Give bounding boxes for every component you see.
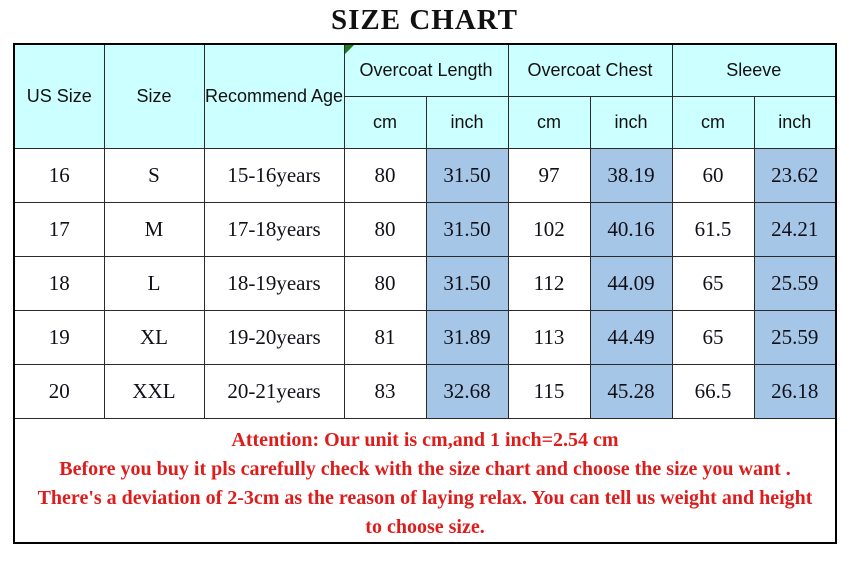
cell-corner-marker xyxy=(345,45,354,54)
col-header-size: Size xyxy=(103,43,205,149)
cell-sleeve-inch: 26.18 xyxy=(753,363,837,419)
cell-length-cm: 80 xyxy=(343,201,427,257)
cell-chest-cm: 102 xyxy=(507,201,591,257)
cell-us-size: 17 xyxy=(13,201,105,257)
cell-sleeve-cm: 65 xyxy=(671,309,755,365)
cell-sleeve-cm: 61.5 xyxy=(671,201,755,257)
cell-chest-inch: 38.19 xyxy=(589,147,673,203)
cell-age: 17-18years xyxy=(203,201,345,257)
cell-us-size: 16 xyxy=(13,147,105,203)
cell-sleeve-inch: 25.59 xyxy=(753,309,837,365)
cell-age: 18-19years xyxy=(203,255,345,311)
cell-length-cm: 80 xyxy=(343,147,427,203)
cell-chest-cm: 112 xyxy=(507,255,591,311)
cell-sleeve-inch: 25.59 xyxy=(753,255,837,311)
page-title: SIZE CHART xyxy=(330,4,519,36)
cell-length-inch: 31.50 xyxy=(425,255,509,311)
cell-length-inch: 31.50 xyxy=(425,201,509,257)
cell-chest-cm: 97 xyxy=(507,147,591,203)
table-row-size-xxl: 20 XXL 20-21years 83 32.68 115 45.28 66.… xyxy=(13,363,837,419)
cell-chest-inch: 44.49 xyxy=(589,309,673,365)
cell-us-size: 20 xyxy=(13,363,105,419)
cell-length-inch: 31.89 xyxy=(425,309,509,365)
unit-header-sleeve-inch: inch xyxy=(753,95,837,149)
cell-length-cm: 81 xyxy=(343,309,427,365)
attention-row: Attention: Our unit is cm,and 1 inch=2.5… xyxy=(13,417,837,543)
cell-length-inch: 32.68 xyxy=(425,363,509,419)
cell-chest-cm: 115 xyxy=(507,363,591,419)
cell-age: 15-16years xyxy=(203,147,345,203)
cell-chest-cm: 113 xyxy=(507,309,591,365)
cell-us-size: 18 xyxy=(13,255,105,311)
col-header-us-size: US Size xyxy=(13,43,105,149)
header-row-groups: US Size Size Recommend Age Overcoat Leng… xyxy=(13,43,837,149)
cell-chest-inch: 40.16 xyxy=(589,201,673,257)
cell-size: M xyxy=(103,201,205,257)
col-header-overcoat-length-label: Overcoat Length xyxy=(359,59,493,80)
attention-line-2: Before you buy it pls carefully check wi… xyxy=(59,457,791,480)
header-row-units: cm inch cm inch cm inch xyxy=(14,95,837,149)
col-header-overcoat-chest: Overcoat Chest xyxy=(507,43,673,97)
cell-age: 19-20years xyxy=(203,309,345,365)
cell-sleeve-cm: 60 xyxy=(671,147,755,203)
cell-age: 20-21years xyxy=(203,363,345,419)
cell-chest-inch: 44.09 xyxy=(589,255,673,311)
cell-sleeve-cm: 65 xyxy=(671,255,755,311)
unit-header-sleeve-cm: cm xyxy=(671,95,755,149)
table-row-size-xl: 19 XL 19-20years 81 31.89 113 44.49 65 2… xyxy=(13,309,837,365)
col-header-recommend-age: Recommend Age xyxy=(203,43,345,149)
table-row-size-s: 16 S 15-16years 80 31.50 97 38.19 60 23.… xyxy=(13,147,837,203)
unit-header-length-inch: inch xyxy=(425,95,509,149)
cell-size: XL xyxy=(103,309,205,365)
cell-us-size: 19 xyxy=(13,309,105,365)
attention-line-3: There's a deviation of 2-3cm as the reas… xyxy=(37,486,813,509)
col-header-sleeve: Sleeve xyxy=(671,43,837,97)
cell-sleeve-inch: 23.62 xyxy=(753,147,837,203)
cell-size: S xyxy=(103,147,205,203)
cell-length-inch: 31.50 xyxy=(425,147,509,203)
attention-section: Attention: Our unit is cm,and 1 inch=2.5… xyxy=(13,417,837,543)
col-header-overcoat-length: Overcoat Length xyxy=(343,43,509,97)
unit-header-chest-inch: inch xyxy=(589,95,673,149)
cell-sleeve-cm: 66.5 xyxy=(671,363,755,419)
cell-length-cm: 80 xyxy=(343,255,427,311)
attention-line-4: to choose size. xyxy=(365,515,485,538)
unit-header-length-cm: cm xyxy=(343,95,427,149)
unit-header-chest-cm: cm xyxy=(507,95,591,149)
cell-size: L xyxy=(103,255,205,311)
size-chart-table: US Size Size Recommend Age Overcoat Leng… xyxy=(13,43,838,544)
table-row-size-m: 17 M 17-18years 80 31.50 102 40.16 61.5 … xyxy=(13,201,837,257)
table-row-size-l: 18 L 18-19years 80 31.50 112 44.09 65 25… xyxy=(13,255,837,311)
cell-size: XXL xyxy=(103,363,205,419)
attention-line-1: Attention: Our unit is cm,and 1 inch=2.5… xyxy=(231,428,619,451)
cell-chest-inch: 45.28 xyxy=(589,363,673,419)
cell-length-cm: 83 xyxy=(343,363,427,419)
cell-sleeve-inch: 24.21 xyxy=(753,201,837,257)
